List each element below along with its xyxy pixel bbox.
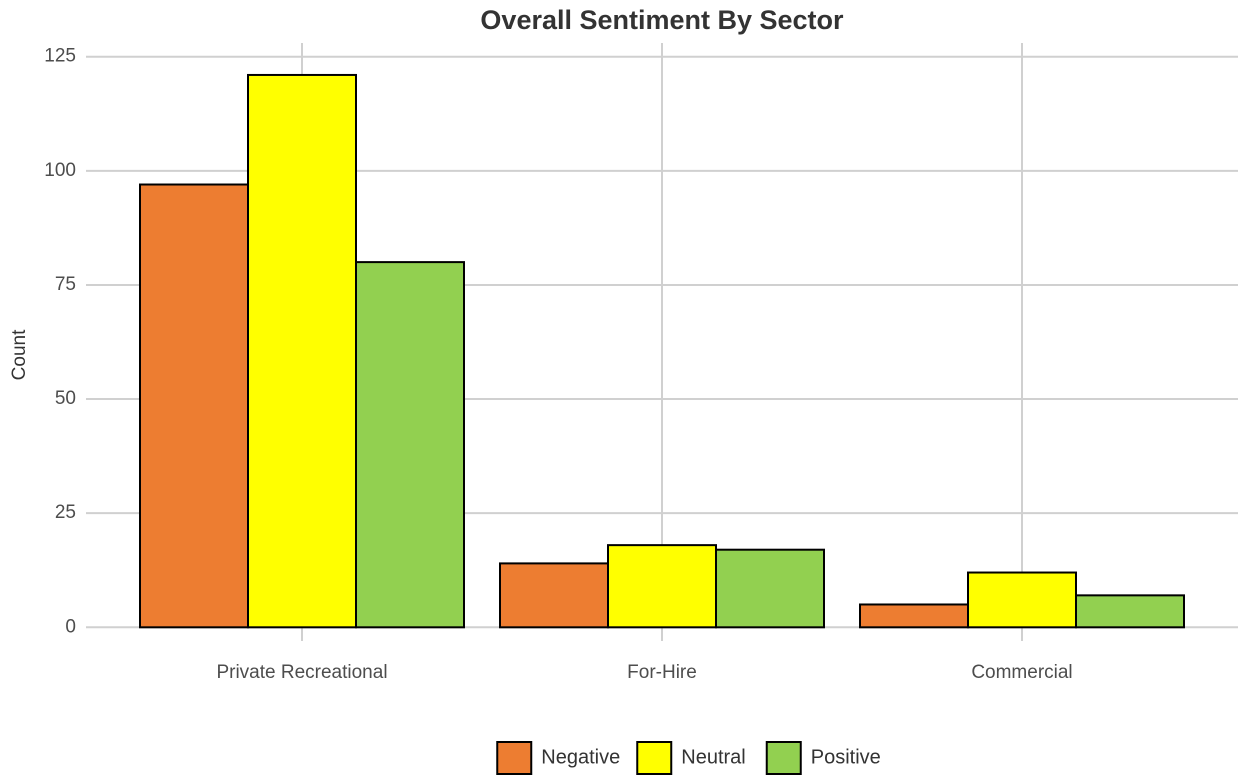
bar [247, 73, 357, 629]
bar [139, 183, 249, 629]
x-tick-label: For-Hire [627, 662, 697, 683]
bar [859, 603, 969, 629]
bar [355, 261, 465, 629]
bar [607, 544, 717, 629]
bar [967, 571, 1077, 629]
y-tick-label: 100 [44, 160, 76, 181]
x-tick-label: Commercial [971, 662, 1072, 683]
y-tick-label: 75 [55, 274, 76, 295]
legend-label: Positive [811, 746, 881, 768]
legend-label: Negative [541, 746, 620, 768]
y-tick-label: 50 [55, 388, 76, 409]
y-tick-label: 25 [55, 502, 76, 523]
legend-swatch [636, 741, 673, 775]
x-tick-label: Private Recreational [216, 662, 387, 683]
y-tick-label: 125 [44, 46, 76, 67]
legend-swatch [765, 741, 802, 775]
y-tick-label: 0 [65, 616, 76, 637]
bar [1075, 594, 1185, 629]
chart-title: Overall Sentiment By Sector [480, 5, 844, 35]
legend-swatch [496, 741, 533, 775]
legend-label: Neutral [681, 746, 745, 768]
bar [499, 562, 609, 629]
bar [715, 548, 825, 629]
y-axis-label: Count [9, 329, 30, 380]
